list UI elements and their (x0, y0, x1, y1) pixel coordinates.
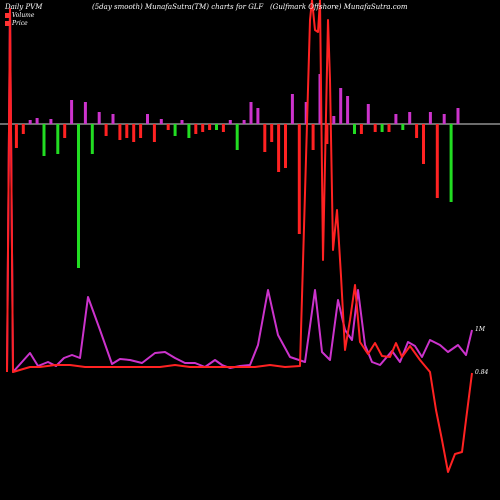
volume-bar (201, 124, 205, 132)
volume-bar (235, 124, 239, 150)
volume-bars (8, 74, 460, 268)
volume-bar (297, 124, 301, 234)
volume-bar (456, 108, 460, 124)
volume-bar (97, 112, 101, 124)
volume-bar (104, 124, 108, 136)
volume-bar (387, 124, 391, 132)
volume-bar (442, 114, 446, 124)
volume-bar (311, 124, 315, 150)
volume-bar (435, 124, 439, 198)
volume-bar (428, 112, 432, 124)
volume-bar (166, 124, 170, 130)
legend-price-label: Price (12, 20, 28, 27)
volume-bar (332, 116, 336, 124)
volume-bar (353, 124, 356, 134)
volume-bar (146, 114, 149, 124)
volume-bar (366, 104, 370, 124)
volume-bar (325, 124, 329, 144)
volume-bar (380, 124, 384, 132)
volume-bar (77, 124, 80, 268)
volume-bar (139, 124, 143, 138)
volume-bar (152, 124, 156, 142)
header-right: (Gulfmark Offshore) MunafaSutra.com (270, 3, 408, 11)
volume-bar (159, 119, 163, 124)
volume-bar (28, 120, 32, 124)
volume-bar (187, 124, 191, 138)
volume-end-label: 0.84 (475, 369, 489, 376)
volume-bar (304, 102, 308, 124)
volume-bar (373, 124, 377, 132)
volume-bar (270, 124, 274, 142)
volume-bar (346, 96, 350, 124)
header-left: Daily PVM (5, 3, 43, 11)
volume-bar (111, 114, 115, 124)
volume-bar (415, 124, 419, 138)
volume-bar (394, 114, 398, 124)
volume-bar (63, 124, 67, 138)
volume-bar (83, 102, 87, 124)
volume-bar (125, 124, 129, 138)
price-line (6, 8, 473, 373)
volume-bar (194, 124, 198, 134)
volume-bar (173, 124, 177, 136)
header-mid: (5day smooth) MunafaSutra(TM) charts for… (92, 3, 264, 11)
volume-bar (359, 124, 363, 134)
volume-bar (14, 124, 18, 148)
volume-bar (284, 124, 287, 168)
volume-bar (256, 108, 260, 124)
volume-bar (56, 124, 60, 154)
volume-bar (21, 124, 25, 134)
volume-bar (215, 124, 218, 130)
volume-bar (339, 88, 343, 124)
volume-bar (408, 112, 412, 124)
volume-bar (249, 102, 253, 124)
volume-bar (318, 74, 322, 124)
volume-bar (70, 100, 74, 124)
volume-line (6, 0, 473, 473)
volume-bar (132, 124, 136, 142)
legend-price-swatch (5, 21, 10, 26)
volume-bar (401, 124, 405, 130)
volume-bar (180, 120, 184, 124)
legend-volume-label: Volume (12, 12, 35, 19)
volume-bar (118, 124, 122, 140)
legend-price: Price (5, 20, 28, 27)
volume-bar (290, 94, 294, 124)
volume-bar (208, 124, 212, 130)
volume-bar (221, 124, 225, 132)
volume-bar (42, 124, 46, 156)
volume-bar (263, 124, 267, 152)
volume-bar (228, 120, 232, 124)
volume-bar (242, 120, 246, 124)
volume-bar (90, 124, 94, 154)
legend-volume: Volume (5, 12, 34, 19)
volume-bar (277, 124, 281, 172)
volume-bar (422, 124, 425, 164)
price-end-label: 1M (475, 326, 486, 333)
volume-bar (49, 119, 53, 124)
volume-bar (35, 118, 39, 124)
volume-bar (449, 124, 453, 202)
legend-volume-swatch (5, 13, 10, 18)
